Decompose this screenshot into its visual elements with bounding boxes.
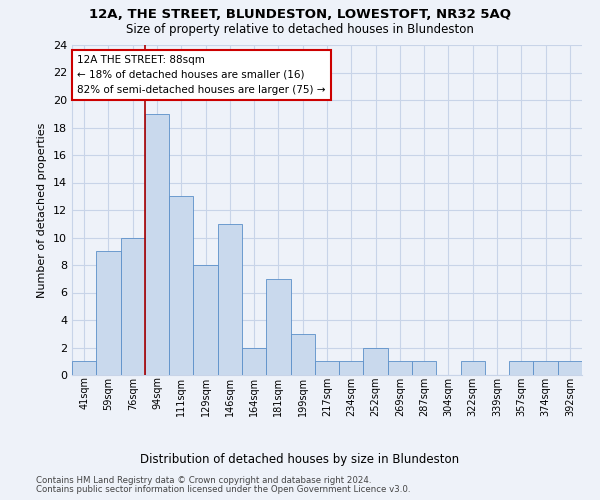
Bar — [266, 279, 290, 375]
Bar — [242, 348, 266, 375]
Bar — [461, 361, 485, 375]
Bar — [96, 251, 121, 375]
Text: 12A, THE STREET, BLUNDESTON, LOWESTOFT, NR32 5AQ: 12A, THE STREET, BLUNDESTON, LOWESTOFT, … — [89, 8, 511, 20]
Bar — [558, 361, 582, 375]
Bar — [72, 361, 96, 375]
Bar — [364, 348, 388, 375]
Text: Size of property relative to detached houses in Blundeston: Size of property relative to detached ho… — [126, 22, 474, 36]
Bar — [315, 361, 339, 375]
Bar — [145, 114, 169, 375]
Bar — [339, 361, 364, 375]
Bar — [388, 361, 412, 375]
Bar — [509, 361, 533, 375]
Text: Distribution of detached houses by size in Blundeston: Distribution of detached houses by size … — [140, 452, 460, 466]
Bar — [218, 224, 242, 375]
Bar — [533, 361, 558, 375]
Bar — [169, 196, 193, 375]
Bar — [412, 361, 436, 375]
Bar — [290, 334, 315, 375]
Bar — [193, 265, 218, 375]
Text: Contains public sector information licensed under the Open Government Licence v3: Contains public sector information licen… — [36, 485, 410, 494]
Y-axis label: Number of detached properties: Number of detached properties — [37, 122, 47, 298]
Text: Contains HM Land Registry data © Crown copyright and database right 2024.: Contains HM Land Registry data © Crown c… — [36, 476, 371, 485]
Text: 12A THE STREET: 88sqm
← 18% of detached houses are smaller (16)
82% of semi-deta: 12A THE STREET: 88sqm ← 18% of detached … — [77, 55, 326, 94]
Bar — [121, 238, 145, 375]
